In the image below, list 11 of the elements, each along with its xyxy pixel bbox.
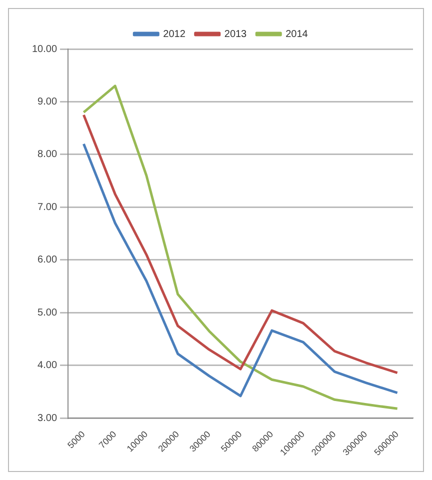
legend-label: 2014 (286, 28, 308, 40)
y-tick-label: 9.00 (38, 96, 58, 108)
y-tick-label: 3.00 (38, 412, 58, 424)
y-tick-label: 7.00 (38, 202, 58, 213)
y-tick-label: 8.00 (38, 149, 58, 160)
legend-label: 2012 (163, 28, 186, 40)
legend-label: 2013 (224, 28, 248, 40)
y-tick-label: 5.00 (38, 307, 58, 318)
y-tick-label: 6.00 (38, 254, 58, 266)
y-tick-label: 4.00 (38, 360, 58, 372)
y-tick-label: 10.00 (32, 44, 58, 55)
